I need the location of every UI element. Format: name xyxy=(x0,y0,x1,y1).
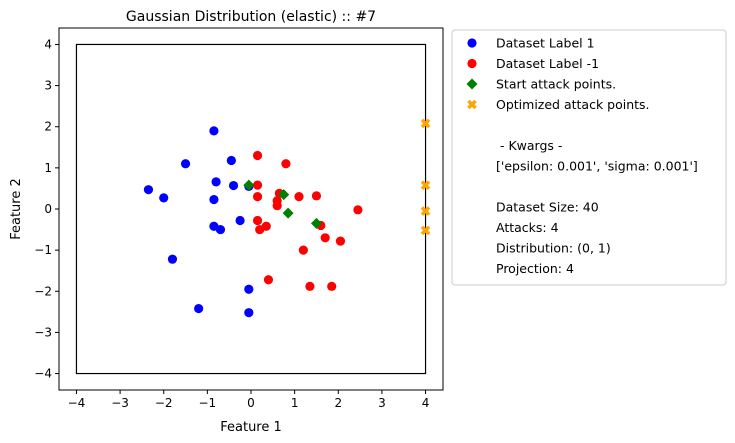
legend: Dataset Label 1 Dataset Label -1 Start att… xyxy=(451,29,727,286)
series-1-point xyxy=(180,159,191,169)
series-2-point xyxy=(353,205,363,215)
series-1-point xyxy=(244,284,254,294)
series-3-point xyxy=(278,189,290,201)
series-4-point xyxy=(420,180,431,190)
data-points xyxy=(143,118,431,318)
y-tick-label: 1 xyxy=(44,161,52,175)
series-2-point xyxy=(263,275,274,285)
y-tick-label: 2 xyxy=(44,120,52,134)
legend-info-line: Attacks: 4 xyxy=(496,220,559,235)
x-tick-label: 0 xyxy=(247,396,255,410)
x-tick-label: −1 xyxy=(199,396,217,410)
x-tick-label: −2 xyxy=(155,396,173,410)
y-tick-label: −2 xyxy=(34,284,52,298)
series-2-point xyxy=(320,233,330,243)
x-axis-ticks: −4 −3 −2 −1 0 1 2 3 4 xyxy=(68,390,430,410)
series-1-point xyxy=(159,193,169,203)
series-2-point xyxy=(255,224,265,235)
x-tick-label: −4 xyxy=(68,396,86,410)
y-tick-label: 3 xyxy=(44,79,52,93)
plot-area xyxy=(58,27,444,391)
series-2-point xyxy=(311,191,322,201)
series-1-point xyxy=(209,126,219,136)
y-axis-label: Feature 2 xyxy=(9,178,24,240)
series-1-point xyxy=(244,308,254,318)
chart-title: Gaussian Distribution (elastic) :: #7 xyxy=(126,9,376,25)
series-2-point xyxy=(294,192,304,202)
series-1-point xyxy=(194,303,204,314)
legend-marker-4 xyxy=(467,99,477,110)
series-1-point xyxy=(143,185,154,195)
series-2-point xyxy=(327,281,337,291)
legend-label-3: Start attack points. xyxy=(496,77,616,92)
legend-marker-3 xyxy=(466,78,478,90)
y-tick-label: −1 xyxy=(34,243,52,257)
legend-info-line: Distribution: (0, 1) xyxy=(496,241,611,256)
x-axis-label: Feature 1 xyxy=(220,420,282,435)
series-2-point xyxy=(252,192,263,202)
legend-info-line: Projection: 4 xyxy=(496,261,574,276)
series-3-point xyxy=(310,217,322,229)
series-2-point xyxy=(335,236,346,246)
legend-label-1: Dataset Label 1 xyxy=(496,36,595,51)
series-1-point xyxy=(209,194,219,205)
legend-label-4: Optimized attack points. xyxy=(496,97,650,112)
series-2-point xyxy=(305,281,315,291)
x-tick-label: 3 xyxy=(378,396,386,410)
legend-marker-2 xyxy=(467,58,477,69)
y-tick-label: −3 xyxy=(34,325,52,339)
x-tick-label: 2 xyxy=(334,396,342,410)
series-1-point xyxy=(215,224,226,235)
legend-info-line: Dataset Size: 40 xyxy=(496,200,599,215)
x-tick-label: −3 xyxy=(111,396,129,410)
series-4-point xyxy=(420,206,431,216)
series-2-point xyxy=(281,159,291,169)
series-2-point xyxy=(252,215,263,226)
series-2-point xyxy=(252,180,263,190)
y-tick-label: 4 xyxy=(44,37,52,51)
series-1-point xyxy=(235,215,245,226)
series-1-point xyxy=(226,155,236,166)
series-2-point xyxy=(272,201,282,211)
series-4-point xyxy=(420,118,431,129)
series-3-point xyxy=(243,179,255,191)
series-1-point xyxy=(211,177,221,187)
x-tick-label: 4 xyxy=(422,396,430,410)
legend-info: - Kwargs - ['epsilon: 0.001', 'sigma: 0.0… xyxy=(496,138,698,276)
y-tick-label: 0 xyxy=(44,202,52,216)
x-tick-label: 1 xyxy=(291,396,299,410)
series-3-point xyxy=(282,207,294,219)
legend-entries: Dataset Label 1 Dataset Label -1 Start att… xyxy=(466,36,650,112)
series-2-point xyxy=(252,150,263,161)
series-1-point xyxy=(167,254,178,264)
legend-label-2: Dataset Label -1 xyxy=(496,56,599,71)
y-axis-ticks: −4 −3 −2 −1 0 1 2 3 4 xyxy=(34,37,59,381)
series-1-point xyxy=(228,180,239,191)
legend-info-line: ['epsilon: 0.001', 'sigma: 0.001'] xyxy=(496,159,698,174)
legend-frame xyxy=(451,29,727,286)
series-4-point xyxy=(420,225,431,236)
series-2-point xyxy=(298,245,308,255)
legend-marker-1 xyxy=(467,38,477,48)
legend-info-line: - Kwargs - xyxy=(496,138,562,153)
y-tick-label: −4 xyxy=(34,367,52,381)
